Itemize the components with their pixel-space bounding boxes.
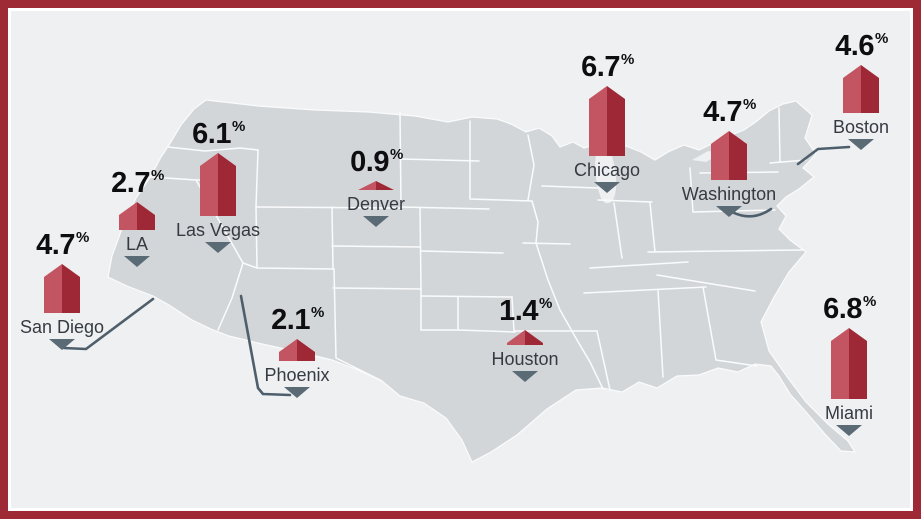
city-name: Denver [346,194,406,214]
percent-sign: % [874,30,888,48]
bar-la [119,202,155,230]
city-name: Chicago [573,160,641,180]
bar-washington [711,131,747,180]
location-pointer-icon [512,371,538,382]
leader-line-washington [730,207,773,218]
city-marker-miami: 6.8% Miami [774,293,921,436]
city-marker-phoenix: 2.1% Phoenix [222,304,372,398]
percent-sign: % [75,229,89,247]
bar-denver [358,181,394,190]
percent-sign: % [742,96,756,114]
city-name: LA [125,234,149,254]
percent-sign: % [862,293,876,311]
location-pointer-icon [716,206,742,217]
percent-sign: % [150,167,164,185]
value-label: 1.4% [499,295,552,327]
city-name: San Diego [19,317,105,337]
leader-line-phoenix [239,294,292,397]
city-name: Miami [825,403,873,423]
value-label: 0.9% [350,146,403,178]
city-name: Las Vegas [175,220,261,240]
bar-chicago [589,86,625,156]
percent-sign: % [231,118,245,136]
city-marker-la: 2.7% LA [62,167,212,267]
city-marker-san-diego: 4.7% San Diego [0,229,137,350]
bar-miami [831,328,867,399]
location-pointer-icon [836,425,862,436]
location-pointer-icon [284,387,310,398]
value-label: 4.7% [703,96,756,128]
city-marker-boston: 4.6% Boston [786,30,921,150]
percent-sign: % [389,146,403,164]
percent-sign: % [310,304,324,322]
city-marker-chicago: 6.7% Chicago [532,51,682,193]
leader-line-boston [796,145,851,166]
percent-sign: % [620,51,634,69]
location-pointer-icon [124,256,150,267]
location-pointer-icon [848,139,874,150]
state-borders [150,107,807,391]
percent-sign: % [538,295,552,313]
bar-houston [507,330,543,345]
city-marker-las-vegas: 6.1% Las Vegas [143,118,293,253]
leader-line-san-diego [62,297,155,351]
city-name: Houston [491,349,559,369]
city-marker-denver: 0.9% Denver [301,146,451,227]
location-pointer-icon [363,216,389,227]
value-label: 4.7% [36,229,89,261]
location-pointer-icon [205,242,231,253]
bar-boston [843,65,879,113]
location-pointer-icon [594,182,620,193]
city-marker-washington: 4.7% Washington [654,96,804,217]
bar-phoenix [279,339,315,361]
value-label: 6.8% [823,293,876,325]
city-name: Washington [681,184,777,204]
value-label: 2.7% [111,167,164,199]
city-name: Boston [832,117,890,137]
value-label: 2.1% [271,304,324,336]
value-label: 6.1% [192,118,245,150]
location-pointer-icon [49,339,75,350]
value-label: 6.7% [581,51,634,83]
value-label: 4.6% [835,30,888,62]
city-name: Phoenix [264,365,330,385]
bar-san-diego [44,264,80,313]
city-marker-houston: 1.4% Houston [450,295,600,382]
bar-las-vegas [200,153,236,216]
